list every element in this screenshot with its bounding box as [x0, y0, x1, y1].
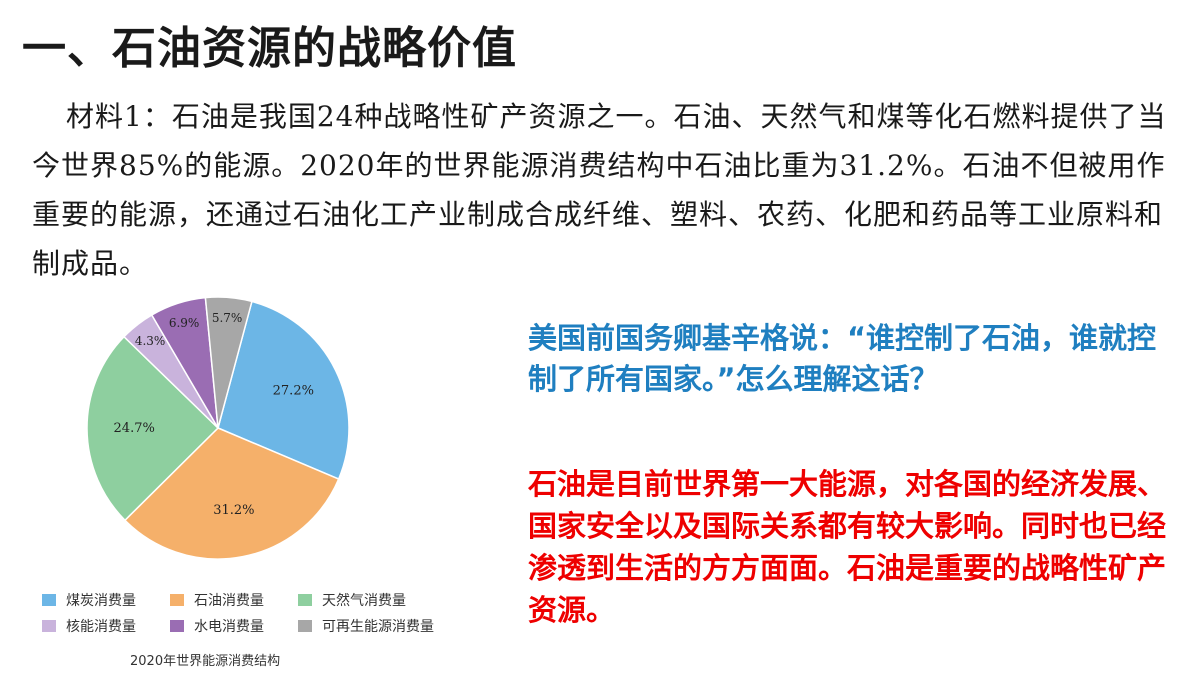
answer-text: 石油是目前世界第一大能源，对各国的经济发展、国家安全以及国际关系都有较大影响。同…: [528, 467, 1167, 627]
legend-item-2: 天然气消费量: [298, 590, 448, 610]
energy-pie-chart: 27.2% 31.2% 24.7% 4.3%6.9% 5.7%: [86, 296, 350, 560]
legend-label-4: 水电消费量: [194, 619, 264, 635]
pie-label-1: 31.2%: [213, 503, 254, 518]
pie-label-5: 5.7%: [212, 311, 243, 325]
legend-item-5: 可再生能源消费量: [298, 616, 448, 636]
pie-slices: [86, 296, 350, 560]
legend-label-1: 石油消费量: [194, 593, 264, 609]
legend-item-0: 煤炭消费量: [42, 590, 170, 610]
legend-label-3: 核能消费量: [66, 619, 136, 635]
question-text: 美国前国务卿基辛格说：“谁控制了石油，谁就控制了所有国家。”怎么理解这话？: [528, 321, 1157, 396]
legend-swatch-5: [298, 620, 312, 632]
chart-legend: 煤炭消费量 石油消费量 天然气消费量核能消费量 水电消费量 可再生能源消费量: [42, 590, 462, 636]
legend-item-3: 核能消费量: [42, 616, 170, 636]
pie-slice-1: [123, 427, 340, 560]
pie-slice-2: [86, 335, 220, 522]
page-title: 一、石油资源的战略价值: [22, 23, 517, 74]
legend-swatch-1: [170, 594, 184, 606]
pie-slice-0: [217, 300, 350, 481]
legend-item-4: 水电消费量: [170, 616, 298, 636]
legend-label-2: 天然气消费量: [322, 593, 406, 609]
chart-caption: 2020年世界能源消费结构: [130, 654, 281, 669]
material-text: 材料1：石油是我国24种战略性矿产资源之一。石油、天然气和煤等化石燃料提供了当今…: [32, 100, 1167, 280]
pie-label-3: 4.3%: [135, 334, 166, 348]
legend-item-1: 石油消费量: [170, 590, 298, 610]
legend-label-5: 可再生能源消费量: [322, 619, 434, 635]
pie-labels: 27.2% 31.2% 24.7% 4.3%6.9% 5.7%: [114, 311, 314, 518]
legend-swatch-0: [42, 594, 56, 606]
legend-swatch-3: [42, 620, 56, 632]
legend-swatch-4: [170, 620, 184, 632]
pie-slice-5: [204, 296, 253, 429]
pie-label-2: 24.7%: [114, 421, 155, 436]
pie-label-4: 6.9%: [169, 316, 200, 330]
legend-label-0: 煤炭消费量: [66, 593, 136, 609]
pie-label-0: 27.2%: [273, 384, 314, 399]
legend-swatch-2: [298, 594, 312, 606]
